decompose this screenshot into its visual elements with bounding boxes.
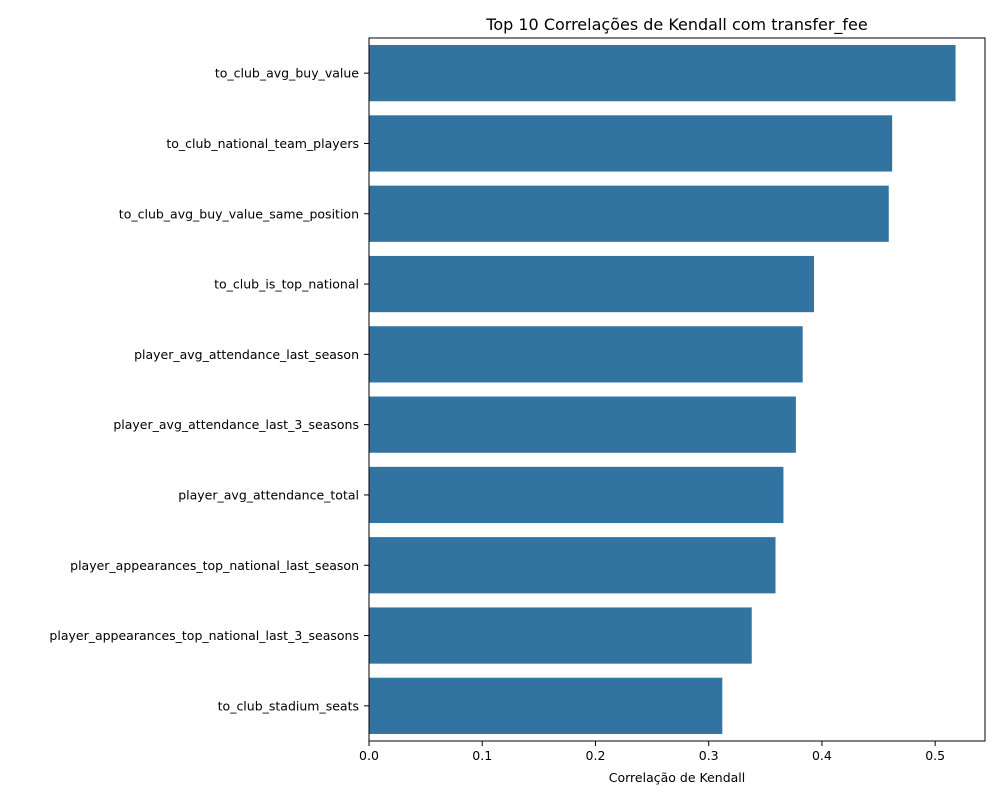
x-tick-label: 0.2: [586, 748, 606, 763]
bar-player_appearances_top_national_last_season: [369, 537, 776, 594]
x-tick-label: 0.1: [472, 748, 492, 763]
x-axis-ticks: 0.0 0.1 0.2 0.3 0.4 0.5: [359, 741, 945, 763]
category-labels: to_club_avg_buy_value to_club_national_te…: [49, 66, 369, 713]
bar-to_club_avg_buy_value_same_position: [369, 185, 889, 242]
axes-frame: [368, 37, 986, 742]
bar-to_club_stadium_seats: [369, 677, 723, 734]
category-label-to_club_national_team_players: to_club_national_team_players: [166, 136, 359, 151]
bar-player_appearances_top_national_last_3_seasons: [369, 607, 752, 664]
category-label-to_club_is_top_national: to_club_is_top_national: [214, 277, 359, 292]
x-tick-label: 0.0: [359, 748, 379, 763]
bar-player_avg_attendance_last_3_seasons: [369, 396, 796, 453]
category-label-player_avg_attendance_last_3_seasons: player_avg_attendance_last_3_seasons: [113, 417, 359, 432]
x-tick-label: 0.3: [699, 748, 719, 763]
bars-group: [369, 45, 956, 734]
bar-player_avg_attendance_last_season: [369, 326, 803, 383]
bar-to_club_national_team_players: [369, 115, 893, 172]
category-label-player_avg_attendance_total: player_avg_attendance_total: [178, 487, 359, 502]
bar-player_avg_attendance_total: [369, 466, 784, 524]
category-label-player_appearances_top_national_last_season: player_appearances_top_national_last_sea…: [70, 558, 359, 573]
category-label-to_club_avg_buy_value_same_position: to_club_avg_buy_value_same_position: [119, 206, 359, 221]
bar-to_club_avg_buy_value: [369, 45, 956, 102]
plot-frame: [368, 37, 986, 742]
x-tick-label: 0.5: [925, 748, 945, 763]
chart-title: Top 10 Correlações de Kendall com transf…: [485, 15, 867, 35]
category-label-to_club_stadium_seats: to_club_stadium_seats: [218, 698, 359, 713]
x-tick-label: 0.4: [812, 748, 832, 763]
category-label-to_club_avg_buy_value: to_club_avg_buy_value: [215, 66, 359, 81]
category-label-player_avg_attendance_last_season: player_avg_attendance_last_season: [134, 347, 359, 362]
x-axis-label: Correlação de Kendall: [609, 770, 745, 785]
category-label-player_appearances_top_national_last_3_seasons: player_appearances_top_national_last_3_s…: [49, 628, 359, 643]
bar-to_club_is_top_national: [369, 255, 815, 313]
